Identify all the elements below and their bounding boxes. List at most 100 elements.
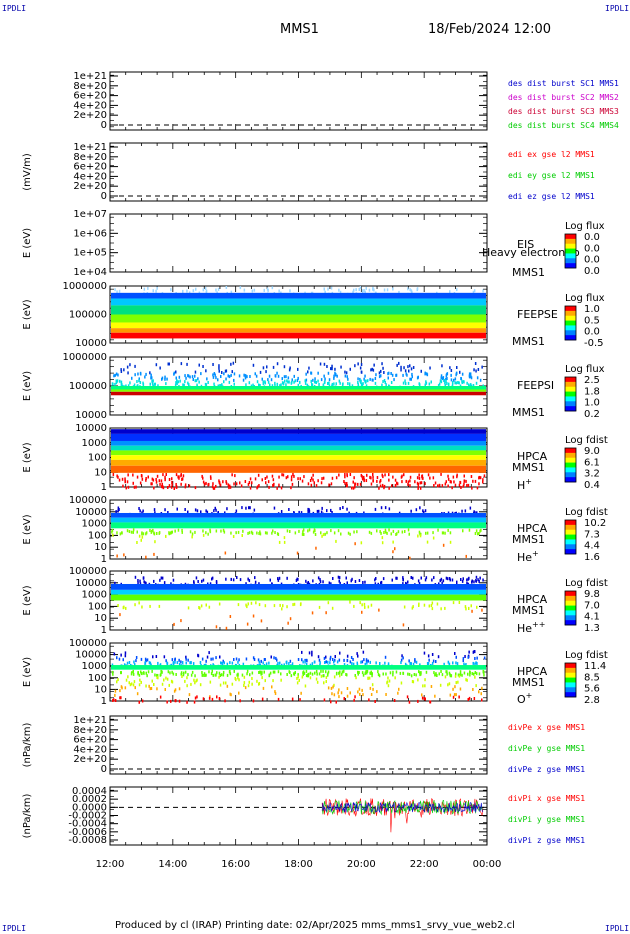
spectrogram-pixel-p6 <box>422 476 424 480</box>
spectrogram-pixel-p6 <box>208 482 210 486</box>
spectrogram-pixel-p6 <box>139 481 142 485</box>
spectrogram-pixel-p7 <box>191 532 194 536</box>
spectrogram-pixel-p5 <box>468 383 470 387</box>
colorbar-segment-p4 <box>565 315 576 321</box>
spectrogram-pixel-p6 <box>141 477 144 481</box>
spectrogram-pixel-p6 <box>343 480 345 483</box>
spectrogram-pixel-p9 <box>149 687 151 691</box>
spacecraft-label-p9: MMS1 <box>512 676 545 689</box>
spectrogram-pixel-p9 <box>432 659 435 663</box>
spectrogram-pixel-p9 <box>216 671 218 675</box>
spectrogram-pixel-p9 <box>322 674 324 678</box>
spectrogram-pixel-p9 <box>244 686 247 690</box>
spectrogram-pixel-p9 <box>400 658 403 662</box>
spectrogram-pixel-p5 <box>438 382 441 386</box>
spectrogram-pixel-p6 <box>135 485 137 489</box>
spectrogram-pixel-p5 <box>238 374 241 378</box>
legend-entry-p11: divPi x gse MMS1 <box>508 794 585 803</box>
spectrogram-pixel-p8 <box>423 603 426 607</box>
spectrogram-pixel-p8 <box>354 580 357 583</box>
spectrogram-pixel-p6 <box>414 480 416 484</box>
spectrogram-pixel-p9 <box>421 693 423 697</box>
spectrogram-pixel-p5 <box>285 383 287 387</box>
spectrogram-pixel-p9 <box>349 660 352 664</box>
spectrogram-pixel-p9 <box>448 671 451 675</box>
y-tick-label-p10: 6e+20 <box>73 735 107 746</box>
spectrogram-pixel-p7 <box>374 507 377 511</box>
spectrogram-pixel-p7 <box>318 509 320 513</box>
spectrogram-pixel-p6 <box>203 482 206 486</box>
spectrogram-pixel-p9 <box>478 672 481 676</box>
spectrogram-pixel-p7 <box>215 508 217 512</box>
y-tick-label-p7: 1000 <box>82 519 107 530</box>
spectrogram-pixel-p9 <box>333 683 335 687</box>
spectrogram-pixel-p9 <box>134 663 136 667</box>
spectrogram-pixel-p5 <box>218 366 220 370</box>
spectrogram-pixel-p8 <box>123 605 125 609</box>
spectrogram-pixel-p9 <box>444 675 447 679</box>
spectrogram-pixel-p5 <box>449 366 451 370</box>
spectrogram-pixel-p9 <box>319 661 321 665</box>
spectrogram-pixel-p9 <box>454 652 456 655</box>
spectrogram-pixel-p6 <box>447 477 450 481</box>
spectrogram-pixel-p5 <box>461 381 463 384</box>
spectrogram-pixel-p9 <box>465 678 467 682</box>
spectrogram-pixel-p6 <box>151 482 153 486</box>
colorbar-frame-p9 <box>564 662 577 698</box>
spectrogram-pixel-p4 <box>392 287 394 291</box>
spectrogram-pixel-p9 <box>239 699 241 703</box>
spectrogram-pixel-p9 <box>298 678 300 682</box>
y-tick-label-p11: 0.0004 <box>72 786 107 797</box>
spectrogram-pixel-p7 <box>126 529 129 533</box>
spectrogram-pixel-p9 <box>472 650 475 654</box>
species-label-p9: O+ <box>517 691 532 706</box>
spectrogram-pixel-p9 <box>343 663 346 667</box>
spectrogram-pixel-p5 <box>255 374 258 378</box>
spectrogram-pixel-p9 <box>325 680 327 683</box>
spectrogram-pixel-p7 <box>274 531 276 534</box>
spectrogram-pixel-p6 <box>291 482 294 486</box>
spectrogram-pixel-p9 <box>155 655 158 658</box>
spectrogram-pixel-p8 <box>202 578 205 582</box>
spectrogram-pixel-p9 <box>462 659 464 663</box>
spectrogram-pixel-p5 <box>256 380 259 384</box>
spectrogram-pixel-p5 <box>442 376 445 380</box>
spectrogram-pixel-p5 <box>266 365 268 369</box>
spectrogram-pixel-p9 <box>194 681 196 685</box>
spectrogram-pixel-p7 <box>141 532 143 536</box>
spectrogram-pixel-p9 <box>241 673 244 677</box>
spectrogram-pixel-p6 <box>416 476 419 480</box>
spectrogram-pixel-p5 <box>307 370 309 374</box>
species-label-p7: He+ <box>517 549 539 564</box>
spectrogram-band-p7 <box>111 522 486 529</box>
spectrogram-pixel-p5 <box>378 375 381 379</box>
spectrogram-pixel-p8 <box>468 606 470 610</box>
spectrogram-pixel-p6 <box>451 486 453 490</box>
spectrogram-pixel-p7 <box>276 532 279 536</box>
spectrogram-pixel-p9 <box>400 661 402 665</box>
spectrogram-pixel-p5 <box>317 379 319 383</box>
spectrogram-pixel-p9 <box>214 673 216 677</box>
spectrogram-pixel-p6 <box>293 474 295 478</box>
panel-frame-p3 <box>109 213 488 273</box>
spectrogram-pixel-p9 <box>431 661 434 665</box>
spacecraft-label-p6: MMS1 <box>512 461 545 474</box>
spectrogram-pixel-p6 <box>228 484 231 488</box>
spectrogram-pixel-p8 <box>339 581 341 585</box>
spectrogram-pixel-p8 <box>425 576 428 580</box>
spectrogram-pixel-p5 <box>459 370 461 374</box>
spectrogram-pixel-p7 <box>194 508 197 512</box>
spectrogram-pixel-p7 <box>248 531 251 535</box>
spectrogram-pixel-p8 <box>246 605 248 609</box>
instrument-label-p7: HPCA <box>517 522 548 535</box>
spectrogram-pixel-p8 <box>209 582 212 586</box>
spectrogram-pixel-p9 <box>467 672 469 676</box>
colorbar-segment-p8 <box>565 605 576 611</box>
spectrogram-pixel-p5 <box>335 382 337 386</box>
spectrogram-pixel-p6 <box>378 486 380 490</box>
spectrogram-pixel-p9 <box>242 662 245 666</box>
spectrogram-pixel-p5 <box>419 383 421 387</box>
spectrogram-pixel-p6 <box>244 480 247 483</box>
spectrogram-pixel-p5 <box>400 365 402 369</box>
colorbar-value-p5: 1.0 <box>584 398 600 409</box>
